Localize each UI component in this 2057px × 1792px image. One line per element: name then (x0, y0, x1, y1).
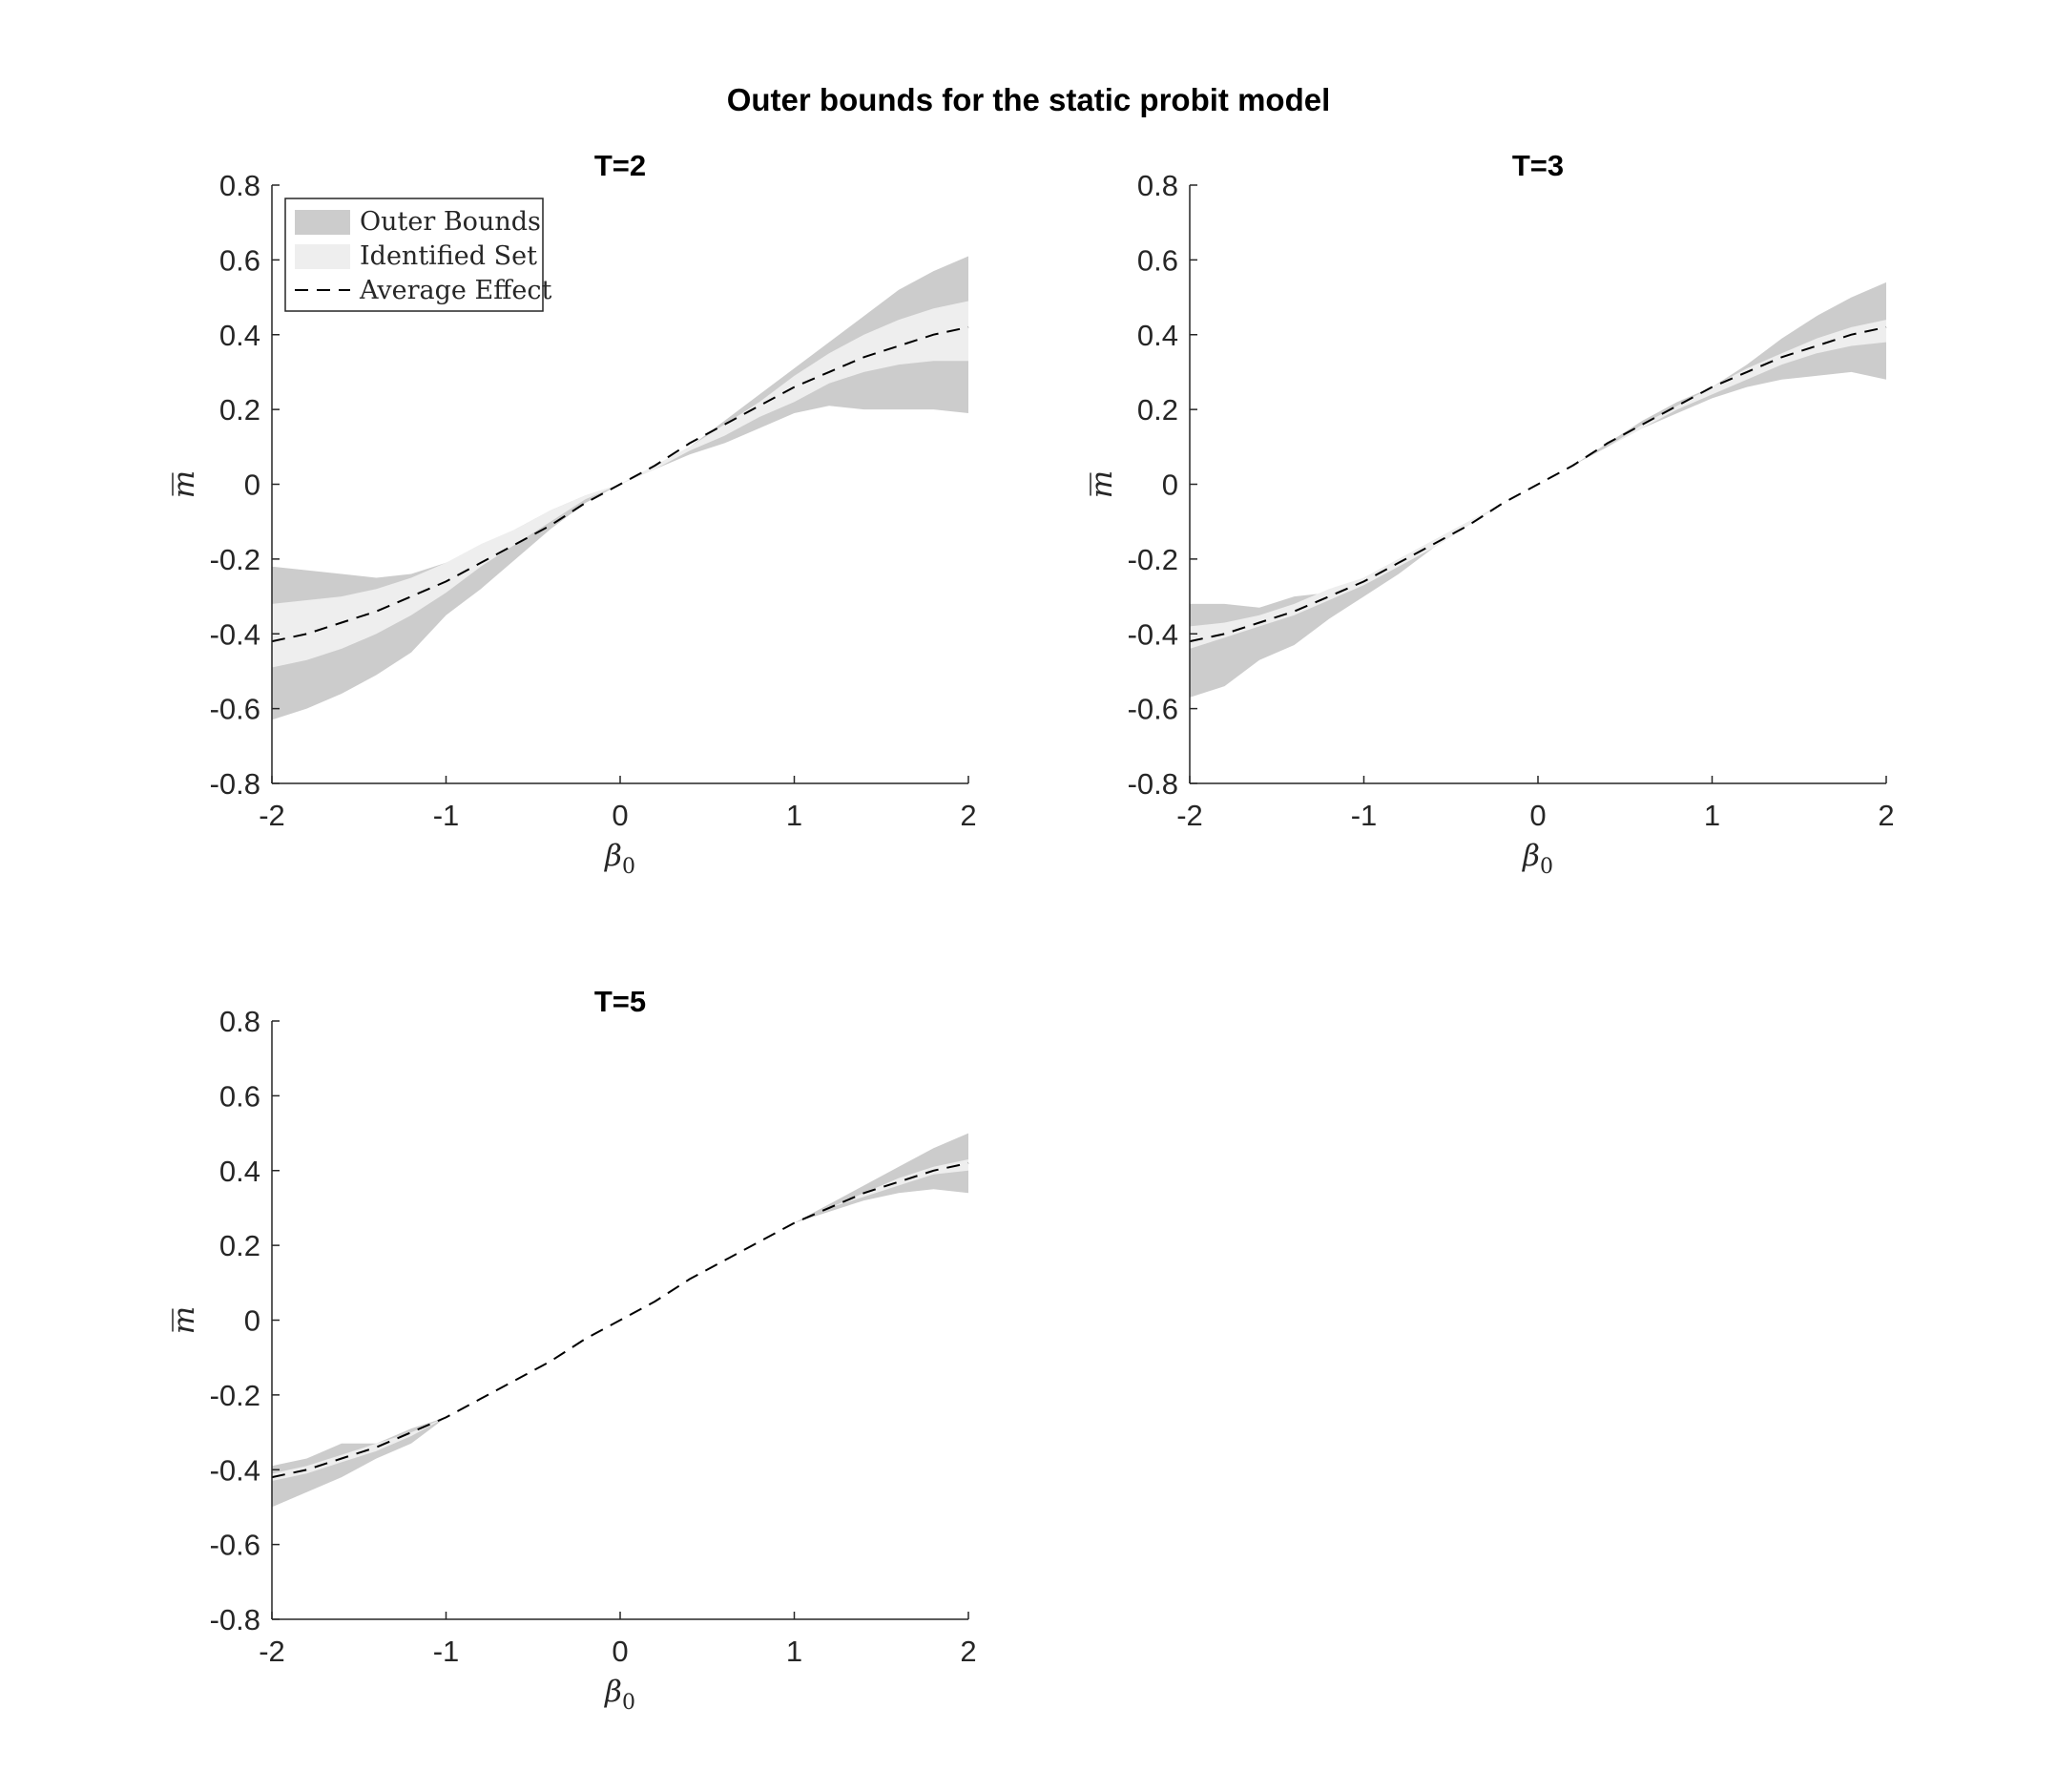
y-tick-label: 0 (244, 469, 260, 502)
x-tick-label: -2 (1176, 799, 1203, 832)
y-tick-label: -0.8 (1128, 767, 1178, 801)
x-tick-label: 1 (1704, 799, 1720, 832)
y-tick-label: 0.4 (219, 1155, 260, 1188)
x-tick-label: 0 (612, 799, 628, 832)
x-tick-label: 1 (786, 1635, 802, 1668)
y-tick-label: -0.6 (210, 693, 260, 726)
figure-title: Outer bounds for the static probit model (726, 82, 1331, 117)
y-tick-label: -0.4 (1128, 617, 1178, 651)
y-tick-label: -0.8 (210, 1603, 260, 1636)
x-tick-label: 2 (960, 1635, 976, 1668)
subplot-t3: -2 -1 0 1 2 -0.8 -0.6 -0.4 -0.2 0 0.2 0.4 0.6 0.8 T=3 β… (1085, 149, 1895, 879)
y-tick-label: -0.8 (210, 767, 260, 801)
y-tick-label: -0.4 (210, 617, 260, 651)
y-tick-label: -0.4 (210, 1453, 260, 1487)
y-tick-label: 0.8 (219, 1005, 260, 1038)
x-tick-label: 2 (1878, 799, 1894, 832)
x-tick-label: -1 (1351, 799, 1378, 832)
outer-bounds-band (1190, 281, 1886, 698)
y-tick-label: -0.2 (210, 543, 260, 576)
y-axis-label: m (167, 470, 201, 498)
y-tick-label: 0.4 (219, 319, 260, 352)
subplot-t2: -2 -1 0 1 2 -0.8 -0.6 -0.4 -0.2 0 0.2 0.4 0.6 0.8 T=2 β… (167, 149, 977, 879)
y-tick-label: -0.2 (1128, 543, 1178, 576)
y-tick-label: 0 (244, 1304, 260, 1338)
x-tick-label: -1 (433, 799, 460, 832)
average-effect-line (271, 1161, 969, 1479)
y-tick-label: 0.6 (219, 243, 260, 277)
y-tick-label: 0.8 (1137, 169, 1178, 202)
y-tick-label: -0.6 (210, 1529, 260, 1562)
legend-swatch-identified (295, 244, 350, 269)
x-axis-label: β0 (604, 1675, 635, 1715)
y-tick-label: 0 (1162, 469, 1178, 502)
x-tick-label: -1 (433, 1635, 460, 1668)
legend-entry: Outer Bounds (360, 207, 541, 237)
legend-swatch-outer (295, 210, 350, 235)
x-tick-label: -2 (259, 1635, 285, 1668)
y-tick-label: -0.6 (1128, 693, 1178, 726)
y-tick-label: 0.2 (219, 1229, 260, 1262)
x-tick-label: 2 (960, 799, 976, 832)
y-tick-label: 0.2 (1137, 393, 1178, 427)
x-axis-label: β0 (604, 839, 635, 879)
x-axis-label: β0 (1522, 839, 1553, 879)
outer-bounds-band (272, 1133, 968, 1508)
y-tick-label: 0.2 (219, 393, 260, 427)
identified-set-band (1190, 320, 1886, 649)
x-tick-label: 0 (1529, 799, 1546, 832)
subplot-title: T=2 (594, 149, 646, 182)
y-axis-label: m (1085, 470, 1119, 498)
subplot-title: T=3 (1512, 149, 1564, 182)
average-effect-line (271, 325, 969, 643)
y-tick-label: 0.6 (1137, 243, 1178, 277)
subplot-title: T=5 (594, 985, 646, 1018)
outer-bounds-band (272, 256, 968, 720)
y-tick-label: 0.8 (219, 169, 260, 202)
x-tick-label: -2 (259, 799, 285, 832)
y-tick-label: 0.4 (1137, 319, 1178, 352)
legend: Outer Bounds Identified Set Average Effect (284, 198, 551, 312)
average-effect-line (1189, 325, 1887, 643)
x-tick-label: 0 (612, 1635, 628, 1668)
y-tick-label: -0.2 (210, 1379, 260, 1412)
x-tick-label: 1 (786, 799, 802, 832)
subplot-t5: -2 -1 0 1 2 -0.8 -0.6 -0.4 -0.2 0 0.2 0.4 0.6 0.8 T=5 β… (167, 985, 977, 1715)
legend-entry: Average Effect (359, 276, 551, 305)
y-axis-label: m (167, 1306, 201, 1334)
y-tick-label: 0.6 (219, 1079, 260, 1113)
legend-entry: Identified Set (360, 241, 537, 271)
